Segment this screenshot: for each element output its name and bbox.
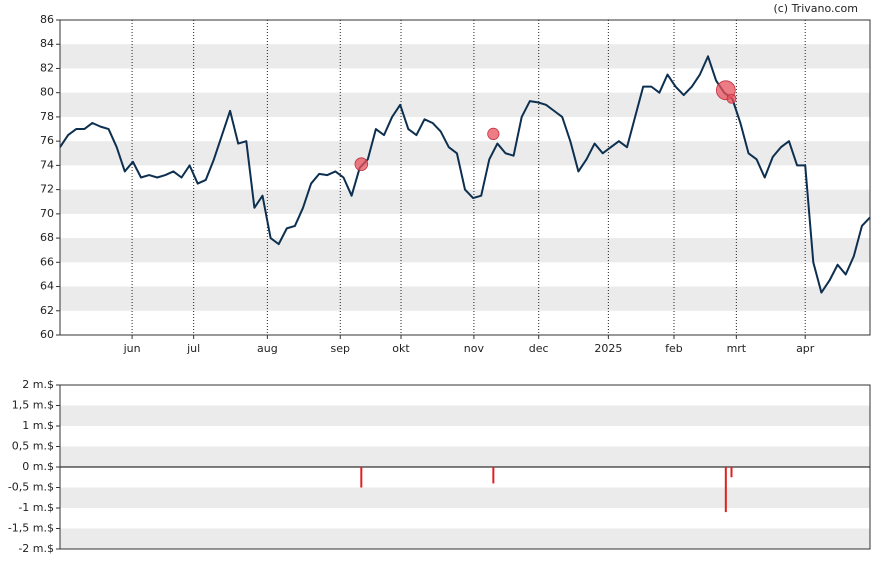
bar	[492, 467, 495, 484]
plot-frame	[59, 384, 871, 550]
x-tick-label: jul	[186, 342, 200, 355]
grid-band	[60, 189, 870, 214]
y-tick-label: 72	[40, 183, 54, 196]
y-tick-label: 86	[40, 13, 54, 26]
y-tick-label: 82	[40, 61, 54, 74]
y-tick-label: 1 m.$	[22, 419, 54, 432]
grid-band	[60, 405, 870, 426]
x-tick-label: 2025	[594, 342, 622, 355]
grid-band	[60, 286, 870, 311]
x-tick-label: mrt	[727, 342, 747, 355]
x-tick-label: jun	[123, 342, 141, 355]
y-tick-label: 1,5 m.$	[12, 399, 54, 412]
grid-band	[60, 487, 870, 508]
y-tick-label: 0 m.$	[22, 460, 54, 473]
grid-band	[60, 238, 870, 263]
y-tick-label: 78	[40, 110, 54, 123]
y-tick-label: -1 m.$	[18, 501, 54, 514]
credit: (c) Trivano.com	[773, 2, 858, 15]
plot-frame	[59, 19, 871, 336]
grid-band	[60, 446, 870, 467]
grid-band	[60, 92, 870, 117]
trade-bubble	[354, 157, 369, 171]
y-tick-label: 60	[40, 328, 54, 341]
bar	[730, 467, 733, 478]
y-tick-label: 64	[40, 280, 54, 293]
x-tick-label: dec	[529, 342, 549, 355]
grid-band	[60, 44, 870, 69]
grid-band	[60, 141, 870, 166]
y-tick-label: 66	[40, 255, 54, 268]
y-tick-label: 84	[40, 37, 54, 50]
price-line	[59, 55, 871, 294]
trade-bubble	[726, 93, 737, 104]
y-tick-label: 62	[40, 304, 54, 317]
y-tick-label: 76	[40, 134, 54, 147]
y-tick-label: 0,5 m.$	[12, 440, 54, 453]
y-tick-label: -1,5 m.$	[8, 522, 54, 535]
trade-bubble	[487, 127, 500, 140]
x-tick-label: sep	[331, 342, 350, 355]
y-tick-label: 80	[40, 86, 54, 99]
x-tick-label: okt	[392, 342, 410, 355]
y-tick-label: -0,5 m.$	[8, 481, 54, 494]
y-tick-label: 74	[40, 158, 54, 171]
bar	[360, 467, 363, 488]
grid-band	[60, 528, 870, 549]
y-tick-label: 2 m.$	[22, 378, 54, 391]
x-tick-label: apr	[796, 342, 815, 355]
bar	[724, 467, 727, 513]
y-tick-label: 68	[40, 231, 54, 244]
x-tick-label: aug	[257, 342, 278, 355]
y-tick-label: -2 m.$	[18, 542, 54, 555]
y-tick-label: 70	[40, 207, 54, 220]
x-tick-label: feb	[665, 342, 683, 355]
x-tick-label: nov	[464, 342, 485, 355]
